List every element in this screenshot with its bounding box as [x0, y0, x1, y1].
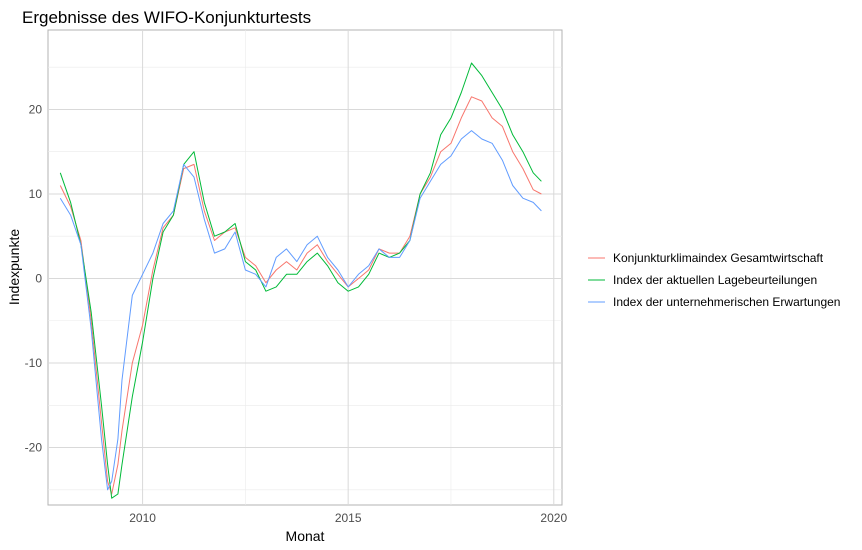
- grid-lines: [48, 30, 562, 505]
- legend-label-2: Index der aktuellen Lagebeurteilungen: [613, 273, 817, 287]
- axis-ticks: -20 -10 0 10 20 2010 2015 2020: [25, 102, 568, 525]
- x-tick-label: 2020: [540, 511, 567, 525]
- series-line-2: [59, 62, 542, 499]
- series-line-1: [59, 96, 542, 495]
- chart-title: Ergebnisse des WIFO-Konjunkturtests: [22, 8, 311, 27]
- legend: Konjunkturklimaindex Gesamtwirtschaft Ind…: [588, 251, 840, 309]
- x-axis-title: Monat: [286, 528, 325, 544]
- series-lines: [59, 62, 542, 499]
- y-tick-label: -10: [25, 356, 43, 370]
- x-tick-label: 2015: [335, 511, 362, 525]
- y-tick-label: -20: [25, 441, 43, 455]
- plot-panel-border: [47, 29, 563, 506]
- y-axis-title: Indexpunkte: [6, 229, 22, 305]
- x-tick-label: 2010: [129, 511, 156, 525]
- legend-label-3: Index der unternehmerischen Erwartungen: [613, 295, 840, 309]
- y-tick-label: 10: [29, 187, 43, 201]
- series-line-3: [59, 130, 542, 491]
- y-tick-label: 0: [35, 271, 42, 285]
- y-tick-label: 20: [29, 102, 43, 116]
- legend-label-1: Konjunkturklimaindex Gesamtwirtschaft: [613, 251, 824, 265]
